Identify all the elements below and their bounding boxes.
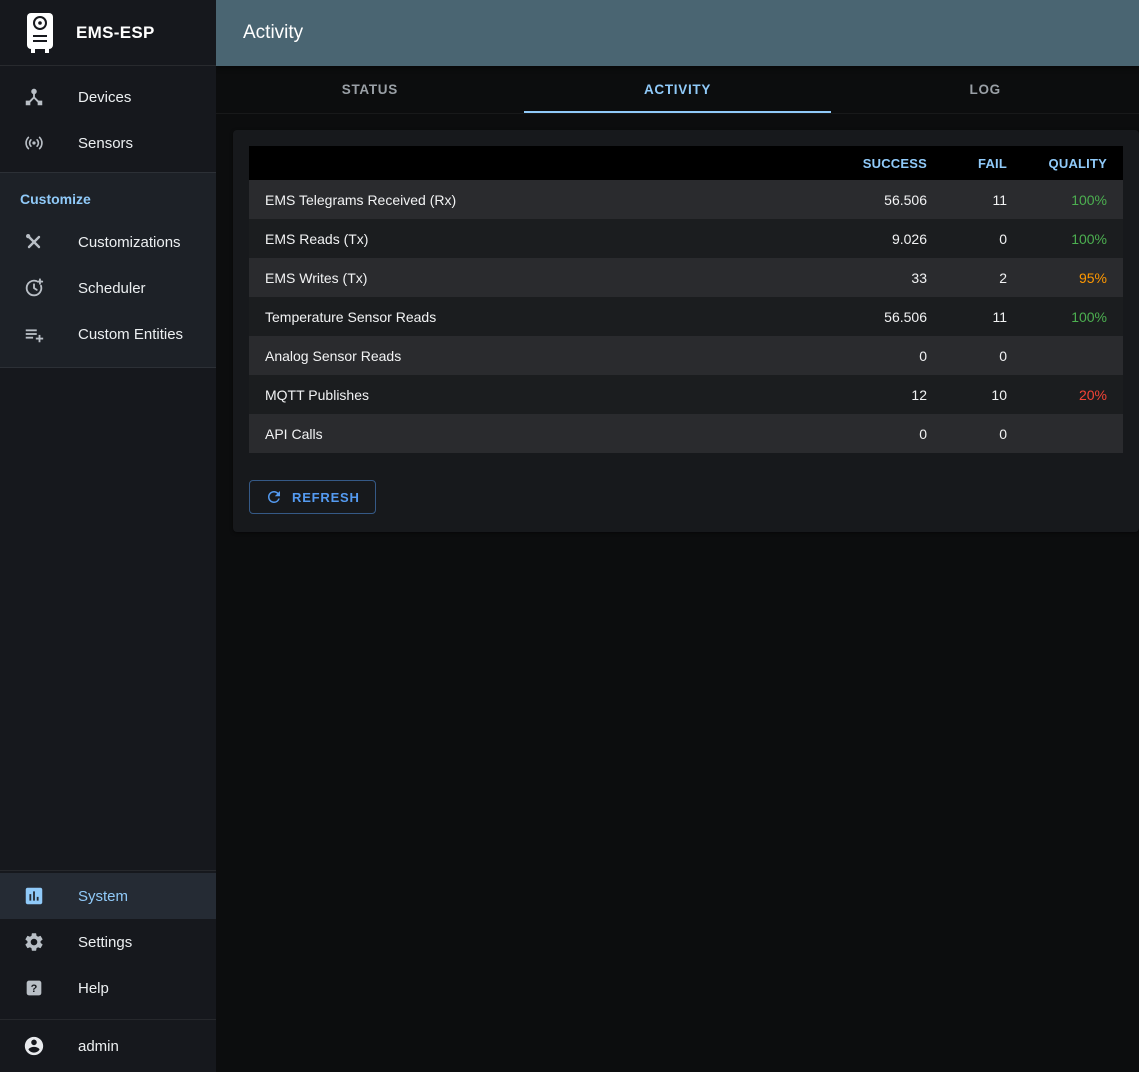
table-body: EMS Telegrams Received (Rx) 56.506 11 10… xyxy=(249,180,1123,453)
table-row: EMS Reads (Tx) 9.026 0 100% xyxy=(249,219,1123,258)
cell-name: MQTT Publishes xyxy=(265,386,369,403)
column-header-success: SUCCESS xyxy=(862,155,927,171)
sidebar-header: EMS-ESP xyxy=(0,0,216,66)
cell-success: 9.026 xyxy=(891,230,927,247)
user-name: admin xyxy=(78,1037,119,1055)
activity-card: SUCCESS FAIL QUALITY EMS Telegrams Recei… xyxy=(233,130,1139,532)
sidebar-item-customizations[interactable]: Customizations xyxy=(0,219,216,265)
customize-section-label: Customize xyxy=(20,191,91,207)
cell-success: 0 xyxy=(919,425,927,442)
refresh-icon xyxy=(265,488,283,506)
sidebar-item-label: Settings xyxy=(78,933,133,951)
sidebar-item-label: Help xyxy=(78,979,109,997)
sidebar-item-system[interactable]: System xyxy=(0,873,216,919)
ems-esp-logo-icon xyxy=(20,11,60,55)
column-header-quality: QUALITY xyxy=(1048,155,1107,171)
sidebar-item-settings[interactable]: Settings xyxy=(0,919,216,965)
cell-fail: 10 xyxy=(991,386,1007,403)
sidebar-item-devices[interactable]: Devices xyxy=(0,74,216,120)
cell-quality: 95% xyxy=(1078,269,1107,286)
cell-name: EMS Writes (Tx) xyxy=(265,269,368,286)
table-row: EMS Telegrams Received (Rx) 56.506 11 10… xyxy=(249,180,1123,219)
sidebar-item-label: Customizations xyxy=(78,233,181,251)
cell-fail: 2 xyxy=(999,269,1007,286)
cell-name: API Calls xyxy=(265,425,323,442)
device-hub-icon xyxy=(22,85,46,109)
construction-icon xyxy=(22,230,46,254)
cell-success: 56.506 xyxy=(884,191,927,208)
table-row: API Calls 0 0 xyxy=(249,414,1123,453)
activity-table: SUCCESS FAIL QUALITY EMS Telegrams Recei… xyxy=(249,146,1123,453)
svg-text:?: ? xyxy=(31,983,38,995)
sidebar-spacer xyxy=(0,368,216,870)
sidebar-item-custom-entities[interactable]: Custom Entities xyxy=(0,311,216,357)
table-row: Temperature Sensor Reads 56.506 11 100% xyxy=(249,297,1123,336)
sidebar-item-label: Devices xyxy=(78,88,132,106)
cell-fail: 0 xyxy=(999,347,1007,364)
refresh-button-label: REFRESH xyxy=(292,489,360,505)
account-circle-icon xyxy=(22,1034,46,1058)
cell-success: 33 xyxy=(911,269,927,286)
cell-quality: 20% xyxy=(1078,386,1107,403)
column-header-fail: FAIL xyxy=(978,155,1007,171)
cell-fail: 11 xyxy=(992,308,1007,325)
cell-success: 0 xyxy=(919,347,927,364)
sidebar-item-help[interactable]: ? Help xyxy=(0,965,216,1011)
sensors-icon xyxy=(22,131,46,155)
app-title: EMS-ESP xyxy=(76,22,155,42)
cell-fail: 11 xyxy=(992,191,1007,208)
cell-name: Temperature Sensor Reads xyxy=(265,308,437,325)
playlist-add-icon xyxy=(22,322,46,346)
sidebar-item-label: System xyxy=(78,887,129,905)
sidebar-item-label: Scheduler xyxy=(78,279,146,297)
page-title: Activity xyxy=(243,22,304,43)
cell-fail: 0 xyxy=(999,230,1007,247)
cell-name: Analog Sensor Reads xyxy=(265,347,402,364)
cell-success: 12 xyxy=(911,386,927,403)
analytics-icon xyxy=(22,884,46,908)
tab-bar: STATUS ACTIVITY LOG xyxy=(216,66,1139,114)
tab-activity[interactable]: ACTIVITY xyxy=(523,66,832,113)
sidebar-item-scheduler[interactable]: Scheduler xyxy=(0,265,216,311)
cell-name: EMS Reads (Tx) xyxy=(265,230,369,247)
appbar: Activity xyxy=(216,0,1139,66)
customize-section: Customize Customizations Scheduler xyxy=(0,172,216,368)
cell-quality: 100% xyxy=(1071,230,1107,247)
tab-log[interactable]: LOG xyxy=(969,82,1001,97)
cell-success: 56.506 xyxy=(884,308,927,325)
sidebar-item-label: Sensors xyxy=(78,134,134,152)
table-row: Analog Sensor Reads 0 0 xyxy=(249,336,1123,375)
gear-icon xyxy=(22,930,46,954)
tab-status[interactable]: STATUS xyxy=(341,82,398,97)
sidebar-bottom-nav: System Settings ? Help xyxy=(0,870,216,1019)
table-header-row: SUCCESS FAIL QUALITY xyxy=(249,146,1123,180)
sidebar-item-sensors[interactable]: Sensors xyxy=(0,120,216,166)
sidebar: EMS-ESP Devices Sensors Customize xyxy=(0,0,216,1072)
schedule-icon xyxy=(22,276,46,300)
cell-fail: 0 xyxy=(999,425,1007,442)
sidebar-item-admin[interactable]: admin xyxy=(0,1023,216,1069)
cell-quality: 100% xyxy=(1071,308,1107,325)
table-row: EMS Writes (Tx) 33 2 95% xyxy=(249,258,1123,297)
sidebar-item-label: Custom Entities xyxy=(78,325,184,343)
sidebar-main-nav: Devices Sensors xyxy=(0,66,216,166)
cell-name: EMS Telegrams Received (Rx) xyxy=(265,191,457,208)
refresh-button[interactable]: REFRESH xyxy=(249,480,376,514)
help-icon: ? xyxy=(22,976,46,1000)
sidebar-user-section: admin xyxy=(0,1019,216,1072)
table-row: MQTT Publishes 12 10 20% xyxy=(249,375,1123,414)
cell-quality: 100% xyxy=(1071,191,1107,208)
